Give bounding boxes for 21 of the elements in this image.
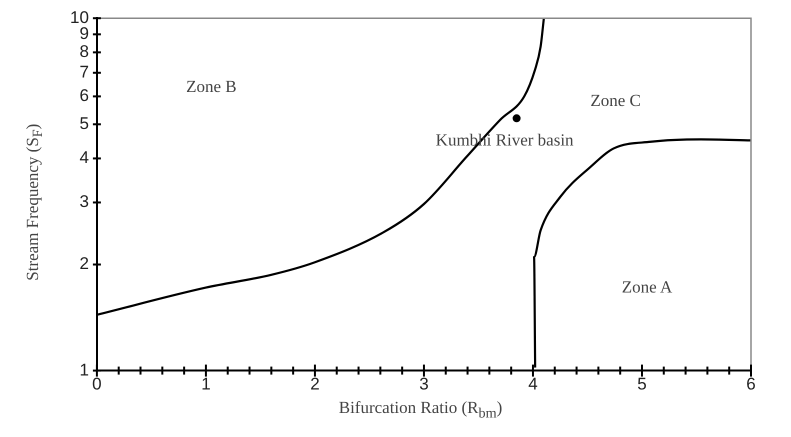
y-tick-label: 5 xyxy=(79,114,89,133)
annotation: Zone C xyxy=(590,90,641,110)
y-tick-label: 10 xyxy=(70,8,89,27)
y-tick-label: 4 xyxy=(79,148,89,168)
x-axis-title: Bifurcation Ratio (R$_{bm}$) xyxy=(338,398,504,422)
y-tick-label: 1 xyxy=(79,360,89,380)
x-tick-label: 6 xyxy=(746,374,756,394)
y-tick-label: 8 xyxy=(79,42,89,62)
y-tick-label: 3 xyxy=(79,192,89,212)
x-tick-label: 4 xyxy=(528,374,538,394)
x-tick-label: 5 xyxy=(637,374,647,394)
x-tick-label: 0 xyxy=(92,374,102,394)
x-tick-label: 2 xyxy=(310,374,320,394)
x-tick-label: 3 xyxy=(419,374,429,394)
annotation: Zone B xyxy=(186,77,237,96)
y-tick-label: 7 xyxy=(79,62,89,82)
annotation: Zone A xyxy=(622,278,673,297)
y-tick-label: 2 xyxy=(79,254,89,274)
y-tick-label: 9 xyxy=(79,24,89,44)
y-tick-label: 6 xyxy=(79,86,89,106)
x-tick-label: 1 xyxy=(201,374,211,394)
